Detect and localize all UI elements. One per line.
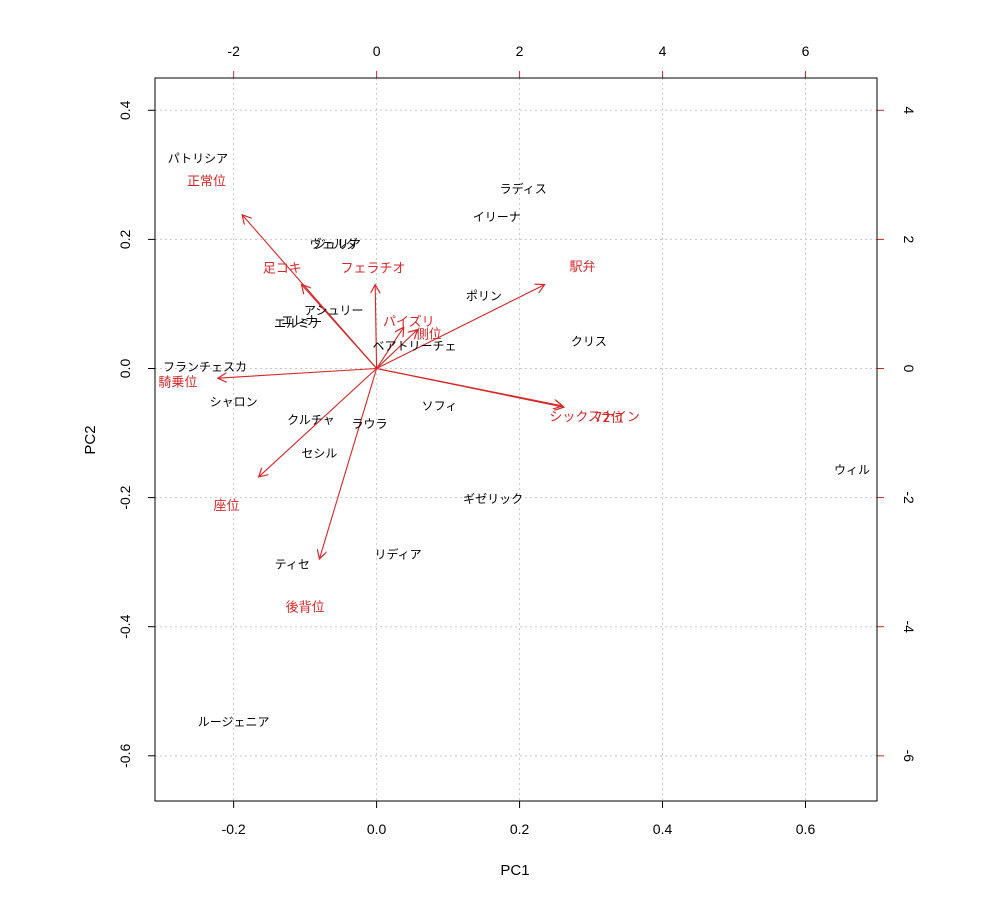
- variable-label: 騎乗位: [158, 376, 197, 391]
- observation-label: クリス: [571, 334, 607, 348]
- observation-label: セシル: [301, 447, 337, 461]
- right-tick-label: -4: [901, 620, 917, 633]
- top-tick-label: 6: [802, 43, 810, 59]
- x-tick-label: 0.2: [510, 821, 530, 837]
- y-tick-label: -0.4: [117, 614, 133, 638]
- top-tick-label: -2: [227, 43, 240, 59]
- y-axis-title: PC2: [82, 425, 99, 454]
- variable-arrow: [302, 285, 378, 369]
- right-tick-label: 0: [901, 365, 917, 373]
- observation-labels: パトリシアラディスイリーナヴェルダジュリアポリンアシュリーエレナエルミナベアトリ…: [163, 152, 870, 730]
- x-axis-title: PC1: [500, 862, 529, 879]
- observation-label: ジュリア: [314, 238, 361, 252]
- y-tick-label: -0.2: [117, 485, 133, 509]
- observation-label: イリーナ: [473, 210, 521, 224]
- x-tick-label: 0.4: [653, 821, 673, 837]
- observation-label: パトリシア: [168, 152, 228, 166]
- observation-label: ラディス: [500, 181, 547, 196]
- observation-label: ラウラ: [351, 417, 387, 431]
- plot-frame: [154, 77, 878, 802]
- observation-label: フランチェスカ: [163, 360, 247, 374]
- observation-label: ギゼリック: [463, 492, 523, 506]
- x-tick-label: 0.6: [796, 821, 816, 837]
- y-tick-label: -0.6: [117, 744, 133, 768]
- top-tick-label: 2: [516, 43, 524, 59]
- variable-arrow: [376, 327, 404, 369]
- top-tick-label: 0: [373, 43, 381, 59]
- observation-label: エレナ: [281, 314, 317, 328]
- y-tick-label: 0.2: [117, 229, 133, 249]
- variable-label: フェラチオ: [341, 261, 406, 276]
- variable-arrow: [376, 285, 545, 369]
- observation-label: ウィル: [834, 463, 870, 477]
- y-tick-label: 0.4: [117, 100, 133, 120]
- variable-label: シックスナイン: [549, 410, 640, 425]
- observation-label: クルチャ: [287, 413, 335, 427]
- observation-label: アシュリー: [304, 303, 364, 317]
- observation-label: エルミナ: [274, 316, 322, 330]
- observation-label: ティセ: [275, 558, 310, 572]
- right-tick-label: 2: [901, 235, 917, 243]
- observation-label: リディア: [374, 546, 421, 561]
- variable-arrow: [218, 367, 377, 378]
- variable-label: パイズリ: [383, 314, 435, 330]
- x-tick-label: 0.0: [367, 821, 387, 837]
- right-tick-label: -2: [901, 491, 917, 504]
- variable-label: 側位: [416, 327, 442, 342]
- x-tick-label: -0.2: [222, 821, 246, 837]
- variable-label: 後背位: [286, 600, 325, 615]
- variable-label: 72位: [594, 411, 624, 426]
- observation-label: ソフィ: [422, 399, 458, 413]
- observation-label: シャロン: [210, 395, 258, 409]
- variable-arrow: [376, 367, 564, 407]
- observation-label: ヴェルダ: [310, 236, 358, 251]
- variable-arrow: [376, 330, 418, 369]
- right-tick-label: 4: [901, 106, 917, 114]
- variable-arrow: [259, 368, 377, 476]
- right-tick-label: -6: [901, 750, 917, 763]
- axes: -0.2 0.0 0.2 0.4 0.6 -0.6 -0.4 -0.2 0.0 0.2 0.4 -2 0…: [117, 43, 917, 837]
- observation-label: ポリン: [466, 289, 502, 303]
- variable-arrows: [218, 215, 564, 559]
- variable-arrow: [375, 285, 376, 369]
- variable-label: 正常位: [187, 174, 226, 189]
- observation-label: ベアトリーチェ: [372, 339, 456, 353]
- observation-label: ルージェニア: [198, 715, 270, 729]
- variable-arrow: [319, 368, 378, 558]
- variable-label: 座位: [213, 499, 239, 514]
- grid-lines: [155, 78, 877, 801]
- top-tick-label: 4: [659, 43, 667, 59]
- variable-label: 足コキ: [263, 261, 302, 276]
- y-tick-label: 0.0: [117, 359, 133, 379]
- variable-label: 駅弁: [569, 260, 595, 275]
